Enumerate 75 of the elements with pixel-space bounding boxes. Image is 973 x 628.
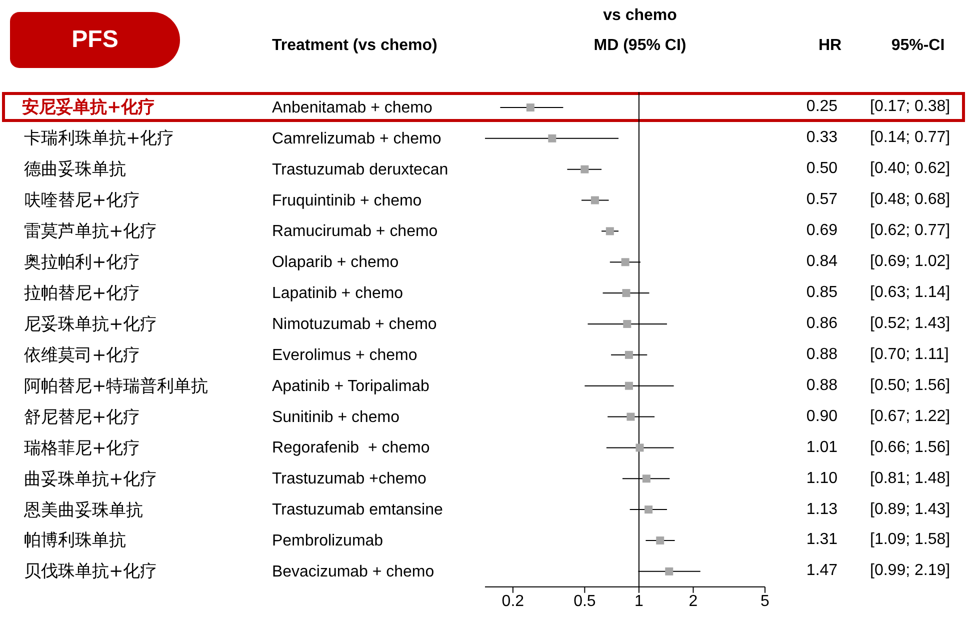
y2-tick-label: 拉帕替尼+化疗	[24, 282, 140, 305]
y2-tick-label: 舒尼替尼+化疗	[24, 406, 140, 428]
data-label: 1.01	[806, 438, 838, 457]
y2-tick-label: 帕博利珠单抗	[24, 530, 126, 552]
y2-tick-label: 曲妥珠单抗+化疗	[24, 468, 158, 490]
y2-tick-label: 呋喹替尼+化疗	[24, 190, 140, 212]
y2-tick-label: 依维莫司+化疗	[24, 344, 140, 366]
y-tick-label: Olaparib + chemo	[272, 254, 399, 272]
y2-tick-label: 贝伐珠单抗+化疗	[24, 560, 158, 583]
text: [0.62; 0.77]	[870, 222, 950, 240]
data-label: 0.85	[806, 284, 838, 302]
data-label: 0.90	[806, 408, 838, 426]
data-label: 0.33	[806, 129, 838, 148]
y-tick-label: Regorafenib + chemo	[272, 440, 430, 457]
text: [0.50; 1.56]	[870, 376, 950, 395]
y-axis-title: Treatment (vs chemo)	[272, 37, 438, 55]
y-tick-label: Bevacizumab + chemo	[272, 563, 434, 580]
chart-subtitle: vs chemo	[603, 7, 677, 25]
y2-tick-label: 瑞格菲尼+化疗	[24, 437, 140, 460]
data-label: 1.13	[806, 500, 838, 519]
y2-tick-label: 奥拉帕利+化疗	[24, 252, 140, 274]
x-tick-label: 5	[760, 593, 770, 610]
data-label: 1.47	[806, 562, 838, 580]
y2-tick-label: 雷莫芦单抗+化疗	[24, 220, 158, 243]
y2-tick-label: 安尼妥单抗+化疗	[22, 96, 156, 119]
y-tick-label: Ramucirumab + chemo	[272, 223, 438, 240]
text: [0.69; 1.02]	[870, 253, 950, 272]
data-label: 0.88	[806, 376, 838, 395]
x-tick-label: 0.5	[574, 593, 596, 610]
data-label: 0.69	[806, 222, 838, 240]
text: [0.66; 1.56]	[870, 438, 950, 457]
y-tick-label: Camrelizumab + chemo	[272, 130, 442, 148]
data-label: 1.31	[806, 531, 838, 550]
text: [0.63; 1.14]	[870, 284, 950, 302]
x-tick-label: 2	[688, 593, 698, 610]
data-label: 0.57	[806, 191, 838, 210]
data-label: 1.10	[806, 470, 838, 488]
data-label: 0.84	[806, 253, 838, 272]
data-label: 0.50	[806, 160, 838, 178]
y-tick-label: Pembrolizumab	[272, 532, 384, 550]
text: [0.17; 0.38]	[870, 98, 950, 116]
data-label: 0.88	[806, 346, 838, 364]
y-tick-label: Anbenitamab + chemo	[272, 99, 432, 116]
x-axis-title: MD (95% CI)	[594, 37, 686, 55]
text: [0.48; 0.68]	[870, 191, 950, 210]
x-tick-label: 0.2	[502, 593, 524, 610]
data-label: 0.25	[806, 98, 838, 116]
y-tick-label: Sunitinib + chemo	[272, 408, 400, 426]
y-tick-label: Trastuzumab deruxtecan	[272, 161, 448, 178]
y2-tick-label: 卡瑞利珠单抗+化疗	[24, 128, 174, 150]
text: [0.67; 1.22]	[870, 408, 950, 426]
y-tick-label: Everolimus + chemo	[272, 346, 418, 364]
text: [0.81; 1.48]	[870, 470, 950, 488]
x-tick-label: 1	[634, 593, 644, 610]
y-tick-label: Nimotuzumab + chemo	[272, 316, 437, 333]
text: [0.70; 1.11]	[870, 346, 949, 364]
y2-tick-label: 德曲妥珠单抗	[24, 158, 126, 181]
data-label: 0.86	[806, 314, 838, 333]
y2-tick-label: 尼妥珠单抗+化疗	[24, 313, 158, 336]
text: [1.09; 1.58]	[870, 531, 950, 550]
y-tick-label: Lapatinib + chemo	[272, 285, 404, 302]
text: [0.89; 1.43]	[870, 500, 950, 519]
text: 95%-CI	[891, 37, 945, 55]
text: [0.14; 0.77]	[870, 129, 950, 148]
y-tick-label: Fruquintinib + chemo	[272, 192, 422, 210]
text: [0.40; 0.62]	[870, 160, 950, 178]
text: [0.99; 2.19]	[870, 562, 950, 580]
y-tick-label: Apatinib + Toripalimab	[272, 378, 430, 395]
text: PFS	[10, 12, 180, 68]
text: HR	[818, 37, 842, 55]
y2-tick-label: 阿帕替尼+特瑞普利单抗	[24, 375, 208, 398]
y-tick-label: Trastuzumab emtansine	[272, 502, 443, 519]
text: [0.52; 1.43]	[870, 314, 950, 333]
y2-tick-label: 恩美曲妥珠单抗	[24, 499, 143, 522]
y-tick-label: Trastuzumab +chemo	[272, 470, 427, 488]
